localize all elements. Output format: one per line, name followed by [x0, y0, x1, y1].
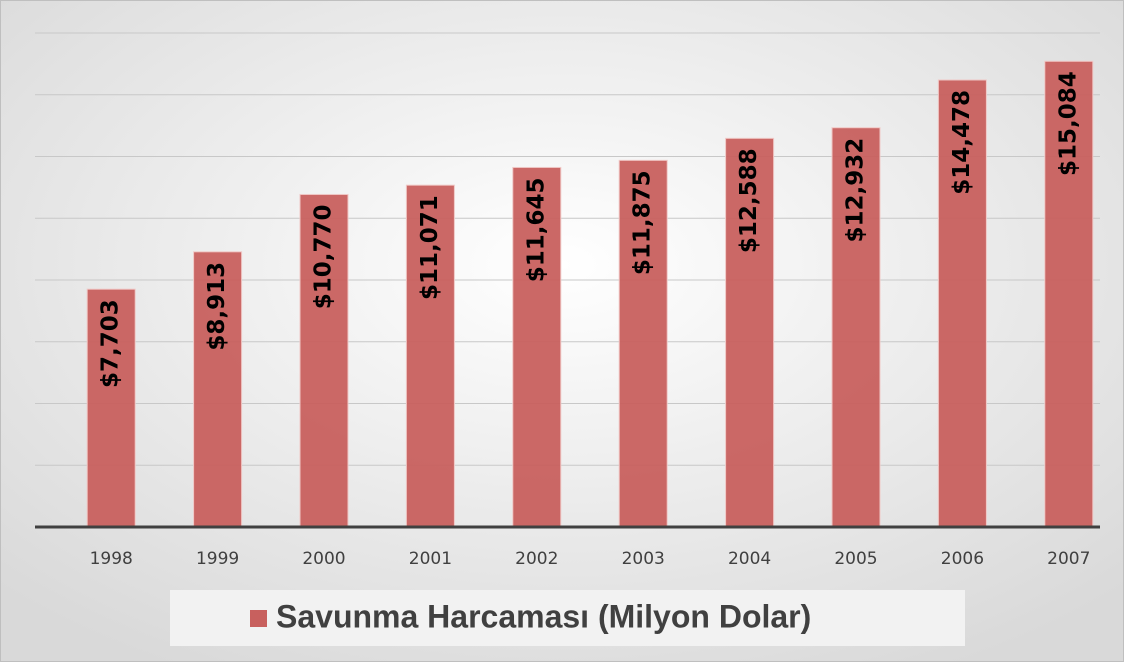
data-label: $14,478 — [949, 90, 975, 195]
data-label: $11,645 — [523, 177, 549, 282]
legend-swatch — [250, 610, 267, 627]
bar — [1044, 60, 1094, 528]
bar — [193, 251, 243, 528]
data-label: $15,084 — [1055, 71, 1081, 176]
data-label: $12,588 — [736, 148, 762, 253]
x-tick-label: 2004 — [728, 549, 771, 569]
bar — [86, 288, 136, 528]
bar — [618, 159, 668, 528]
x-tick-label: 1998 — [90, 549, 133, 569]
x-tick-label: 1999 — [196, 549, 239, 569]
bar — [725, 137, 775, 528]
data-label: $7,703 — [98, 299, 124, 388]
legend-box — [170, 590, 965, 646]
x-tick-label: 2003 — [622, 549, 665, 569]
data-label: $8,913 — [204, 262, 230, 351]
x-tick-label: 2001 — [409, 549, 452, 569]
x-tick-label: 2005 — [834, 549, 877, 569]
x-tick-label: 2002 — [515, 549, 558, 569]
data-label: $12,932 — [843, 138, 869, 243]
x-tick-label: 2006 — [941, 549, 984, 569]
bar — [831, 127, 881, 528]
x-tick-label: 2000 — [302, 549, 345, 569]
x-tick-label: 2007 — [1047, 549, 1090, 569]
data-label: $11,875 — [630, 170, 656, 275]
legend-label: Savunma Harcaması (Milyon Dolar) — [276, 598, 811, 634]
bar — [937, 79, 987, 528]
data-label: $10,770 — [311, 204, 337, 309]
data-label: $11,071 — [417, 195, 443, 300]
bar — [299, 193, 349, 528]
